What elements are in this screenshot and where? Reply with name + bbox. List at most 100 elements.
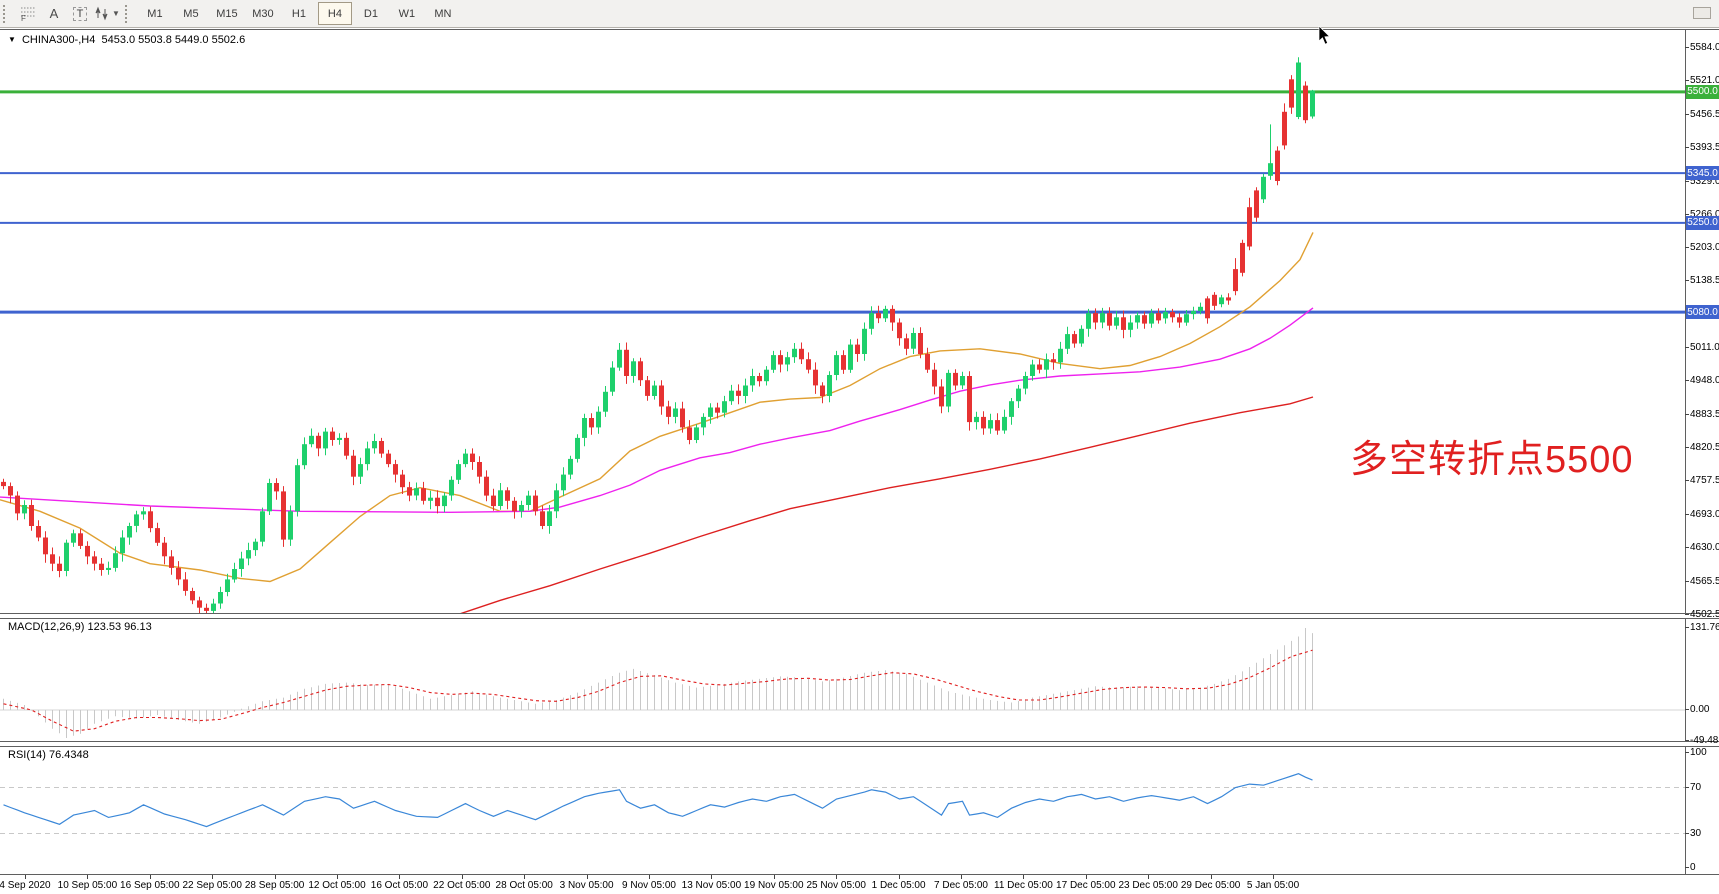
text-label-icon: T xyxy=(72,6,88,21)
macd-axis-tick: 0.00 xyxy=(1685,704,1719,715)
time-label: 22 Oct 05:00 xyxy=(433,880,491,891)
toolbar-end-box xyxy=(1693,7,1711,19)
time-label: 25 Nov 05:00 xyxy=(806,880,866,891)
price-tick: 4630.0 xyxy=(1685,542,1719,553)
price-tick: 4820.5 xyxy=(1685,442,1719,453)
time-label: 29 Dec 05:00 xyxy=(1180,880,1241,891)
time-tick xyxy=(524,875,526,879)
timeframe-toolbar-grip[interactable] xyxy=(124,4,134,23)
price-tick: 5521.0 xyxy=(1685,75,1719,86)
arrows-icon xyxy=(95,6,108,21)
symbol-dropdown-icon[interactable]: ▼ xyxy=(8,35,16,44)
time-tick xyxy=(212,875,214,879)
time-label: 28 Sep 05:00 xyxy=(244,880,305,891)
price-tick: 4757.5 xyxy=(1685,475,1719,486)
timeframe-button-h4[interactable]: H4 xyxy=(317,2,352,25)
macd-pane[interactable] xyxy=(0,617,1686,742)
time-tick xyxy=(25,875,26,879)
time-tick xyxy=(149,875,151,879)
time-tick xyxy=(337,875,338,879)
timeframe-button-d1[interactable]: D1 xyxy=(363,7,378,20)
time-tick xyxy=(649,875,650,879)
timeframe-button-m15[interactable]: M15 xyxy=(216,7,238,20)
price-line-badge: 5080.0 xyxy=(1686,305,1719,320)
time-tick xyxy=(711,875,713,879)
toolbar-grip[interactable] xyxy=(3,4,12,23)
time-tick xyxy=(773,875,775,879)
rsi-label: RSI(14) 76.4348 xyxy=(8,749,89,761)
time-tick xyxy=(961,875,962,879)
price-tick: 4502.5 xyxy=(1685,609,1719,620)
chart-title: ▼ CHINA300-,H4 5453.0 5503.8 5449.0 5502… xyxy=(8,34,245,46)
time-label: 3 Nov 05:00 xyxy=(559,880,614,891)
time-label: 9 Nov 05:00 xyxy=(622,880,676,891)
time-tick xyxy=(87,875,89,879)
chart-ohlc-values: 5453.0 5503.8 5449.0 5502.6 xyxy=(101,34,246,46)
svg-text:F: F xyxy=(21,14,26,22)
price-tick: 5329.0 xyxy=(1685,176,1719,187)
time-label: 17 Dec 05:00 xyxy=(1056,880,1116,891)
arrows-tool-button[interactable]: ▼ xyxy=(94,2,121,25)
time-label: 10 Sep 05:00 xyxy=(57,880,118,891)
time-tick xyxy=(1148,875,1150,879)
timeframe-button-m5[interactable]: M5 xyxy=(183,7,199,20)
text-tool-button[interactable]: A xyxy=(49,6,59,21)
time-tick xyxy=(1273,875,1274,879)
time-tick xyxy=(1023,875,1025,879)
rsi-pane-divider[interactable] xyxy=(0,741,1719,747)
time-label: 7 Dec 05:00 xyxy=(934,880,988,891)
rsi-pane[interactable] xyxy=(0,746,1686,874)
time-label: 16 Sep 05:00 xyxy=(120,880,180,891)
price-tick: 5138.5 xyxy=(1685,275,1719,286)
price-tick: 4693.0 xyxy=(1685,509,1719,520)
macd-axis-tick: 131.76 xyxy=(1685,622,1719,633)
macd-label: MACD(12,26,9) 123.53 96.13 xyxy=(8,621,152,633)
price-tick: 5393.5 xyxy=(1685,142,1719,153)
time-label: 13 Nov 05:00 xyxy=(681,880,742,891)
price-tick: 5266.0 xyxy=(1685,209,1719,220)
x-axis-border xyxy=(0,874,1719,875)
time-tick xyxy=(1210,875,1212,879)
timeframe-button-mn[interactable]: MN xyxy=(434,7,452,20)
mouse-cursor-icon xyxy=(1318,26,1331,45)
rsi-axis-tick: 70 xyxy=(1685,782,1719,793)
rsi-axis-tick: 0 xyxy=(1685,862,1719,873)
text-label-tool-button[interactable]: T xyxy=(68,2,92,25)
rsi-axis-tick: 100 xyxy=(1685,747,1719,758)
time-label: 22 Sep 05:00 xyxy=(182,880,242,891)
time-label: 12 Oct 05:00 xyxy=(308,880,366,891)
price-axis-border xyxy=(1685,29,1686,875)
time-label: 5 Jan 05:00 xyxy=(1246,880,1300,891)
timeframe-button-m30[interactable]: M30 xyxy=(252,7,274,20)
macd-axis-tick: -49.48 xyxy=(1685,735,1719,746)
timeframe-button-h1[interactable]: H1 xyxy=(291,7,306,20)
fibonacci-tool-button[interactable]: F xyxy=(16,2,40,25)
timeframe-button-w1[interactable]: W1 xyxy=(398,7,416,20)
time-label: 1 Dec 05:00 xyxy=(871,880,926,891)
price-tick: 5584.0 xyxy=(1685,42,1719,53)
time-tick xyxy=(399,875,401,879)
price-tick: 5203.0 xyxy=(1685,242,1719,253)
price-line-badge: 5250.0 xyxy=(1686,215,1719,230)
time-tick xyxy=(274,875,276,879)
time-tick xyxy=(1085,875,1087,879)
price-line-badge: 5500.0 xyxy=(1686,84,1719,99)
arrows-dropdown-caret[interactable]: ▼ xyxy=(112,9,120,18)
timeframe-toolbar: M1 M5 M15 M30 H1 H4 D1 W1 MN xyxy=(137,2,461,25)
toolbar: F A T ▼ M1 M5 M15 M30 H1 H4 D1 W1 MN xyxy=(0,0,1719,28)
timeframe-button-m1[interactable]: M1 xyxy=(147,7,163,20)
time-label: 23 Dec 05:00 xyxy=(1118,880,1178,891)
price-chart-pane[interactable] xyxy=(0,30,1686,613)
chart-text-annotation[interactable]: 多空转折点5500 xyxy=(1350,439,1634,481)
price-tick: 4948.0 xyxy=(1685,375,1719,386)
chart-top-border xyxy=(0,29,1719,30)
price-tick: 4565.5 xyxy=(1685,576,1719,587)
price-tick: 4883.5 xyxy=(1685,409,1719,420)
time-label: 4 Sep 2020 xyxy=(0,880,51,891)
time-tick xyxy=(836,875,838,879)
macd-pane-divider[interactable] xyxy=(0,613,1719,619)
time-tick xyxy=(461,875,463,879)
time-label: 28 Oct 05:00 xyxy=(495,880,553,891)
time-label: 11 Dec 05:00 xyxy=(994,880,1053,891)
